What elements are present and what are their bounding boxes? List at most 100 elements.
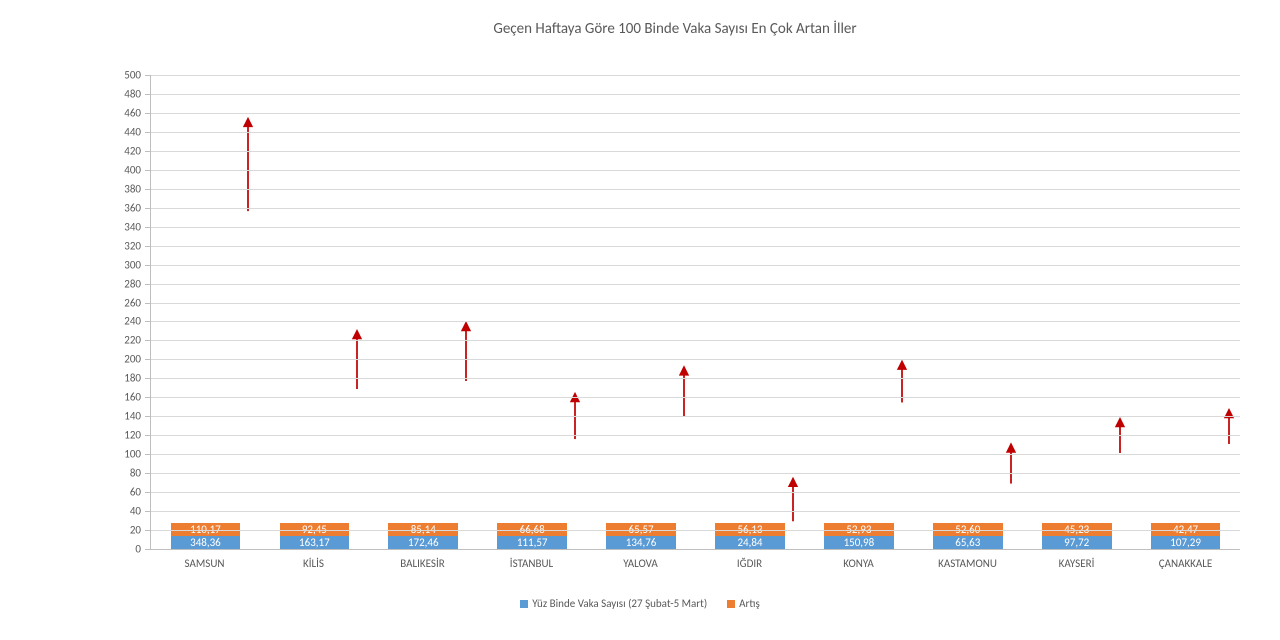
gridline (151, 321, 1240, 322)
bar-segment-base: 97,72 (1042, 536, 1112, 549)
legend-item: Yüz Binde Vaka Sayısı (27 Şubat-5 Mart) (520, 597, 707, 610)
gridline (151, 246, 1240, 247)
gridline (151, 113, 1240, 114)
y-axis-label: 160 (124, 391, 141, 404)
stacked-bar: 348,36110,17 (171, 523, 241, 549)
y-tick (145, 473, 151, 474)
chart-container: Geçen Haftaya Göre 100 Binde Vaka Sayısı… (100, 20, 1250, 580)
y-tick (145, 189, 151, 190)
y-axis-label: 300 (124, 258, 141, 271)
y-axis-label: 360 (124, 201, 141, 214)
gridline (151, 265, 1240, 266)
stacked-bar: 134,7665,57 (606, 523, 676, 549)
gridline (151, 94, 1240, 95)
y-tick (145, 94, 151, 95)
x-axis-labels: SAMSUNKİLİSBALIKESİRİSTANBULYALOVAIĞDIRK… (150, 557, 1240, 570)
gridline (151, 454, 1240, 455)
bar-group: 134,7665,57 (587, 75, 696, 549)
bar-group: 172,4685,14 (369, 75, 478, 549)
increase-arrow-icon (678, 361, 690, 421)
x-axis-label: KİLİS (259, 557, 368, 570)
increase-arrow-icon (1005, 439, 1017, 487)
y-tick (145, 246, 151, 247)
y-axis-label: 200 (124, 353, 141, 366)
gridline (151, 340, 1240, 341)
legend-swatch (520, 600, 528, 608)
y-tick (145, 265, 151, 266)
y-axis-label: 420 (124, 144, 141, 157)
y-axis-label: 320 (124, 239, 141, 252)
y-axis-label: 240 (124, 315, 141, 328)
gridline (151, 473, 1240, 474)
increase-arrow-icon (787, 473, 799, 525)
x-axis-label: KASTAMONU (913, 557, 1022, 570)
y-tick (145, 359, 151, 360)
bar-segment-base: 150,98 (824, 536, 894, 549)
x-axis-label: ÇANAKKALE (1131, 557, 1240, 570)
increase-arrow-icon (1223, 405, 1235, 447)
bar-segment-base: 134,76 (606, 536, 676, 549)
y-axis-label: 220 (124, 334, 141, 347)
x-axis-label: SAMSUN (150, 557, 259, 570)
y-axis-label: 340 (124, 220, 141, 233)
bar-group: 348,36110,17 (151, 75, 260, 549)
bar-group: 150,9852,93 (804, 75, 913, 549)
y-axis-label: 80 (130, 467, 141, 480)
bar-segment-base: 111,57 (497, 536, 567, 549)
gridline (151, 530, 1240, 531)
gridline (151, 170, 1240, 171)
y-axis-label: 0 (135, 543, 141, 556)
y-axis-label: 280 (124, 277, 141, 290)
y-tick (145, 75, 151, 76)
y-axis-label: 260 (124, 296, 141, 309)
y-axis-label: 500 (124, 69, 141, 82)
x-axis-label: IĞDIR (695, 557, 804, 570)
increase-arrow-icon (460, 316, 472, 386)
y-tick (145, 416, 151, 417)
y-tick (145, 227, 151, 228)
y-axis-label: 20 (130, 524, 141, 537)
y-tick (145, 454, 151, 455)
y-tick (145, 378, 151, 379)
increase-arrow-icon (242, 109, 254, 219)
y-tick (145, 530, 151, 531)
y-tick (145, 340, 151, 341)
y-tick (145, 492, 151, 493)
x-axis-label: BALIKESİR (368, 557, 477, 570)
gridline (151, 151, 1240, 152)
gridline (151, 397, 1240, 398)
plot-area: 348,36110,17163,1792,45172,4685,14111,57… (150, 75, 1240, 550)
y-tick (145, 397, 151, 398)
gridline (151, 378, 1240, 379)
y-tick (145, 132, 151, 133)
x-axis-label: KONYA (804, 557, 913, 570)
bar-group: 97,7245,23 (1022, 75, 1131, 549)
y-tick (145, 151, 151, 152)
y-axis-label: 180 (124, 372, 141, 385)
legend-label: Artış (739, 597, 760, 610)
gridline (151, 492, 1240, 493)
y-axis-label: 480 (124, 87, 141, 100)
bar-segment-base: 163,17 (280, 536, 350, 549)
bars-area: 348,36110,17163,1792,45172,4685,14111,57… (151, 75, 1240, 549)
bar-segment-base: 348,36 (171, 536, 241, 549)
stacked-bar: 111,5766,68 (497, 523, 567, 549)
legend: Yüz Binde Vaka Sayısı (27 Şubat-5 Mart) A… (0, 597, 1280, 610)
y-axis-label: 140 (124, 410, 141, 423)
x-axis-label: İSTANBUL (477, 557, 586, 570)
gridline (151, 303, 1240, 304)
chart-title: Geçen Haftaya Göre 100 Binde Vaka Sayısı… (100, 20, 1250, 38)
y-tick (145, 208, 151, 209)
bar-segment-base: 24,84 (715, 536, 785, 549)
bar-group: 24,8456,13 (696, 75, 805, 549)
bar-segment-base: 172,46 (388, 536, 458, 549)
gridline (151, 416, 1240, 417)
stacked-bar: 24,8456,13 (715, 523, 785, 549)
stacked-bar: 107,2942,47 (1151, 523, 1221, 549)
gridline (151, 208, 1240, 209)
bar-group: 107,2942,47 (1131, 75, 1240, 549)
gridline (151, 227, 1240, 228)
legend-swatch (727, 600, 735, 608)
y-tick (145, 321, 151, 322)
y-axis-label: 400 (124, 163, 141, 176)
